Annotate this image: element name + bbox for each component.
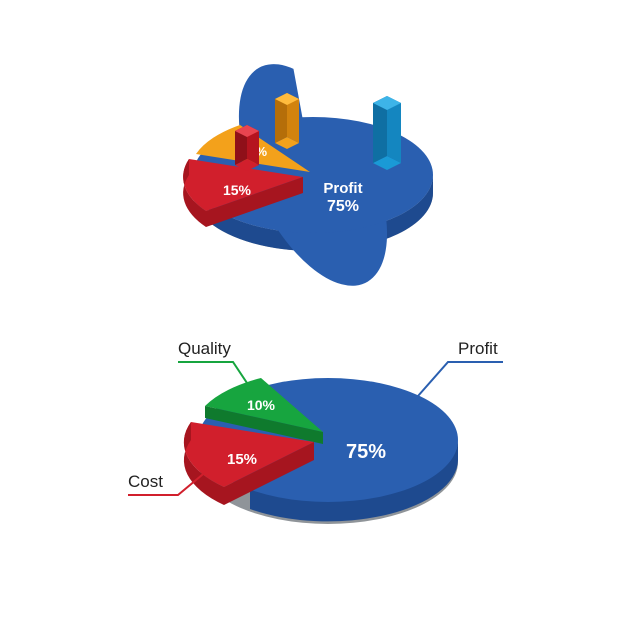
quality-pct-b: 10% (247, 397, 276, 413)
charts-canvas: 15% 10% Profit 75% (0, 0, 626, 626)
profit-leader: Profit (418, 339, 503, 396)
top-pie-chart: 15% 10% Profit 75% (183, 42, 433, 309)
profit-label: Profit (323, 180, 362, 197)
cost-pct: 15% (223, 182, 252, 198)
profit-pct-b: 75% (346, 441, 386, 463)
cost-pct-b: 15% (227, 451, 257, 468)
profit-label-b: Profit (458, 339, 498, 358)
quality-label-b: Quality (178, 339, 231, 358)
blue-bar (373, 96, 401, 170)
profit-pct: 75% (327, 198, 359, 215)
red-bar (235, 125, 259, 171)
bottom-pie-chart: 10% 15% 75% Profit Quality Cost (128, 339, 503, 524)
orange-bar (275, 93, 299, 149)
cost-label-b: Cost (128, 472, 163, 491)
